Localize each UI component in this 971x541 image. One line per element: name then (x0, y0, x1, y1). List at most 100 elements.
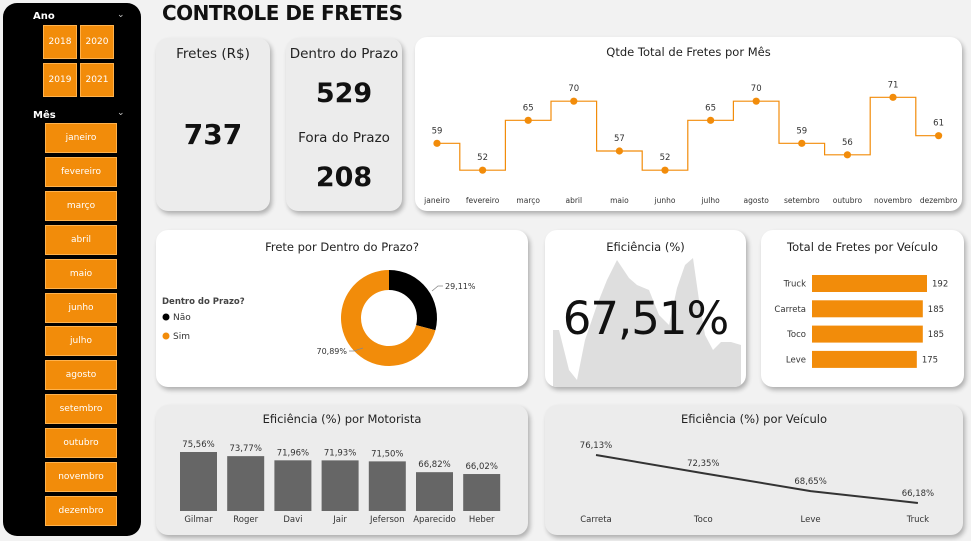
monthly-x-tick: outubro (833, 196, 863, 205)
veiculo-bar-leve (812, 350, 917, 368)
motorista-bar-jair (321, 460, 359, 511)
year-filter-header: Ano (33, 11, 55, 22)
monthly-chart-title: Qtde Total de Fretes por Mês (606, 45, 771, 59)
veiculo-bar-truck (812, 275, 927, 292)
kpi-dentro-label: Dentro do Prazo (289, 46, 399, 62)
motorista-value-label: 66,02% (465, 462, 497, 472)
monthly-x-tick: maio (610, 196, 629, 205)
motorista-bar-gilmar (180, 452, 217, 511)
monthly-x-tick: junho (654, 196, 676, 205)
monthly-point-janeiro (433, 139, 441, 147)
monthly-point-agosto (752, 97, 760, 105)
eficiencia-area-shape (553, 258, 741, 387)
kpi-fora-value: 208 (315, 162, 373, 193)
veiculo-total-title: Total de Fretes por Veículo (787, 240, 938, 254)
kpi-fora-label: Fora do Prazo (298, 130, 390, 146)
veiculo-eficiencia-x-tick: Toco (693, 515, 713, 525)
motorista-value-label: 71,50% (371, 449, 403, 459)
motorista-category-label: Heber (469, 515, 495, 525)
year-option-2020[interactable]: 2020 (80, 25, 114, 59)
motorista-bar-roger (227, 456, 265, 511)
veiculo-total-chart: Truck 192 Carreta 185 Toco 185 Leve 175 (774, 275, 948, 368)
veiculo-eficiencia-chart: 76,13% Carreta 72,35% Toco 68,65% Leve 66,18% T… (580, 441, 934, 525)
donut-label-sim: 70,89% (316, 347, 347, 356)
monthly-point-julho (707, 116, 715, 124)
month-option-fevereiro[interactable]: fevereiro (45, 156, 117, 187)
year-option-2018[interactable]: 2018 (43, 25, 77, 59)
motorista-eficiencia-card: Eficiência (%) por Motorista 75,56% Gilma… (156, 405, 528, 535)
monthly-value-label: 65 (523, 103, 534, 113)
monthly-x-tick: janeiro (423, 196, 450, 205)
monthly-value-label: 57 (614, 134, 625, 144)
month-chevron-icon[interactable]: ⌄ (117, 108, 125, 118)
month-option-outubro[interactable]: outubro (45, 428, 117, 459)
kpi-dentro-value: 529 (315, 78, 373, 109)
year-option-2019[interactable]: 2019 (43, 63, 77, 97)
kpi-fretes-value: 737 (183, 118, 243, 151)
veiculo-bar-toco (812, 325, 923, 343)
motorista-value-label: 75,56% (182, 440, 214, 450)
month-option-marco[interactable]: março (45, 190, 117, 221)
veiculo-total-card: Total de Fretes por Veículo Truck 192 Carr… (761, 230, 964, 387)
monthly-value-label: 65 (705, 103, 716, 113)
legend-label-nao: Não (173, 313, 191, 323)
year-chevron-icon[interactable]: ⌄ (117, 10, 125, 20)
motorista-category-label: Jair (332, 515, 347, 525)
motorista-value-label: 73,77% (229, 444, 261, 454)
veiculo-bar-carreta (812, 300, 923, 318)
month-option-dezembro[interactable]: dezembro (45, 495, 117, 526)
monthly-value-label: 61 (933, 119, 944, 129)
motorista-bar-aparecido (416, 472, 453, 511)
month-option-junho[interactable]: junho (45, 292, 117, 323)
monthly-step-line (437, 96, 939, 171)
motorista-eficiencia-chart: 75,56% Gilmar 73,77% Roger 71,96% Davi 71,93% J… (180, 440, 501, 525)
month-option-abril[interactable]: abril (45, 224, 117, 255)
legend-label-sim: Sim (173, 332, 190, 342)
monthly-point-abril (570, 97, 578, 105)
legend-dot-sim (162, 332, 170, 340)
monthly-x-tick: agosto (744, 196, 770, 205)
monthly-x-tick: julho (700, 196, 720, 205)
filter-sidebar: Ano ⌄ Mês ⌄ 2018 2020 2019 2021 janeiro fever… (3, 3, 141, 536)
motorista-bar-heber (463, 474, 501, 511)
monthly-point-maio (615, 147, 623, 155)
donut-slice-nao (389, 270, 437, 331)
veiculo-eficiencia-value-label: 68,65% (794, 477, 826, 487)
veiculo-category-label: Truck (783, 280, 806, 290)
veiculo-category-label: Leve (786, 355, 806, 365)
motorista-chart-title: Eficiência (%) por Motorista (262, 412, 422, 426)
motorista-category-label: Aparecido (413, 515, 456, 525)
veiculo-eficiencia-title: Eficiência (%) por Veículo (681, 412, 827, 426)
donut-chart-title: Frete por Dentro do Prazo? (265, 240, 419, 254)
monthly-x-tick: setembro (784, 196, 820, 205)
donut-label-nao: 29,11% (445, 282, 476, 291)
month-option-setembro[interactable]: setembro (45, 394, 117, 425)
monthly-x-tick: dezembro (920, 196, 958, 205)
monthly-point-fevereiro (479, 166, 487, 174)
eficiencia-kpi-card: Eficiência (%) 67,51% (545, 230, 746, 387)
monthly-x-tick: março (516, 196, 540, 205)
year-option-2021[interactable]: 2021 (80, 63, 114, 97)
veiculo-value-label: 192 (932, 280, 948, 290)
page-title: CONTROLE DE FRETES (162, 1, 403, 25)
motorista-bar-davi (274, 460, 312, 511)
month-option-julho[interactable]: julho (45, 326, 117, 357)
month-option-janeiro[interactable]: janeiro (45, 123, 117, 153)
eficiencia-sparkline-bg (553, 258, 741, 387)
motorista-value-label: 71,96% (277, 448, 309, 458)
eficiencia-kpi-value: 67,51% (562, 292, 730, 345)
monthly-point-junho (661, 166, 669, 174)
kpi-fretes-card: Fretes (R$) 737 (156, 38, 270, 211)
month-option-agosto[interactable]: agosto (45, 360, 117, 391)
month-option-maio[interactable]: maio (45, 258, 117, 289)
donut-slice-sim (341, 270, 436, 366)
monthly-value-label: 70 (751, 84, 762, 94)
veiculo-value-label: 175 (922, 355, 938, 365)
motorista-category-label: Davi (283, 515, 302, 525)
monthly-value-label: 56 (842, 138, 853, 148)
month-option-novembro[interactable]: novembro (45, 462, 117, 492)
monthly-value-label: 70 (568, 84, 579, 94)
veiculo-eficiencia-x-tick: Carreta (580, 515, 612, 525)
veiculo-category-label: Toco (786, 330, 806, 340)
monthly-value-label: 59 (796, 126, 807, 136)
